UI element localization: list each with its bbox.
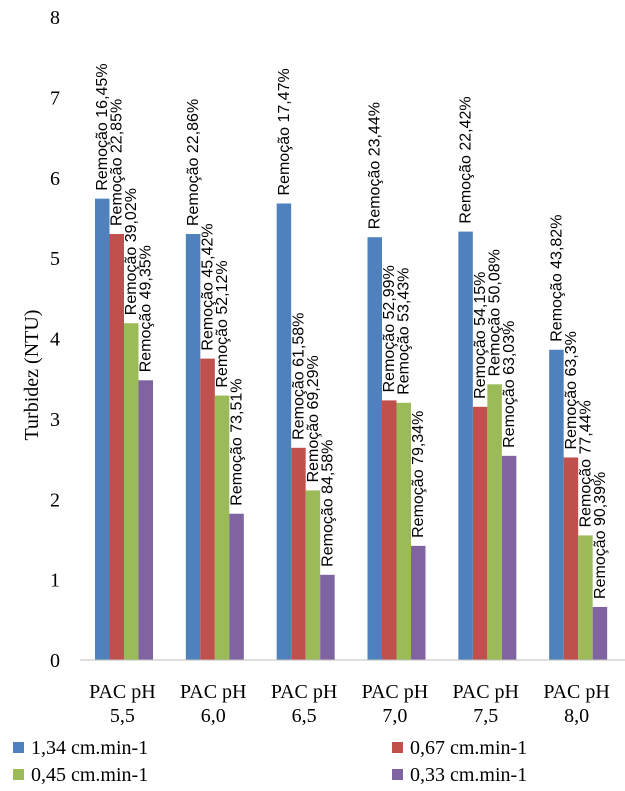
- data-label: Remoção 61,58%: [290, 313, 307, 440]
- bar: [200, 358, 215, 660]
- bar: [185, 234, 201, 660]
- bar: [411, 545, 426, 660]
- data-label: Remoção 63,3%: [563, 331, 580, 449]
- data-label: Remoção 49,35%: [138, 245, 155, 372]
- bar: [109, 234, 124, 660]
- bars: [95, 198, 608, 661]
- x-category-label: 6,0: [201, 705, 226, 727]
- legend-label: 1,34 cm.min-1: [31, 737, 148, 759]
- bar: [549, 349, 564, 660]
- bar: [276, 203, 292, 660]
- data-label: Remoção 39,02%: [123, 188, 140, 315]
- x-category-label: PAC pH: [180, 681, 247, 703]
- data-label: Remoção 22,86%: [185, 99, 202, 226]
- legend-label: 0,33 cm.min-1: [410, 764, 527, 786]
- data-label: Remoção 52,99%: [381, 265, 398, 392]
- bar: [305, 490, 321, 660]
- y-tick-label: 8: [50, 7, 60, 29]
- y-tick-label: 6: [50, 168, 60, 190]
- y-tick-label: 7: [50, 87, 60, 109]
- bar: [487, 384, 502, 660]
- legend-swatch: [392, 769, 403, 780]
- bar: [367, 237, 382, 661]
- bar: [320, 574, 335, 660]
- legend-swatch: [13, 742, 24, 753]
- y-tick-label: 2: [50, 489, 60, 511]
- bar: [592, 606, 608, 660]
- legend-swatch: [13, 769, 24, 780]
- bar: [95, 198, 110, 660]
- bar: [578, 535, 593, 660]
- x-category-label: PAC pH: [362, 681, 429, 703]
- x-category-label: 7,5: [473, 705, 498, 727]
- data-label: Remoção 63,03%: [501, 321, 518, 448]
- bar: [396, 402, 411, 660]
- y-tick-label: 0: [50, 650, 60, 672]
- x-category-label: 7,0: [382, 705, 407, 727]
- data-label: Remoção 90,39%: [592, 472, 609, 599]
- data-labels: Remoção 16,45% Remoção 22,86% Remoção 17,4…: [94, 63, 609, 598]
- legend-label: 0,45 cm.min-1: [31, 764, 148, 786]
- data-label: Remoção 43,82%: [548, 215, 565, 342]
- data-label: Remoção 73,51%: [229, 379, 246, 506]
- x-category-label: PAC pH: [271, 681, 338, 703]
- y-tick-label: 5: [50, 248, 60, 270]
- data-label: Remoção 22,42%: [458, 96, 475, 223]
- bar: [382, 400, 397, 660]
- legend-label: 0,67 cm.min-1: [410, 737, 527, 759]
- y-tick-label: 1: [50, 570, 60, 592]
- bar: [501, 455, 517, 660]
- bar: [214, 395, 230, 660]
- x-category-label: 6,5: [292, 705, 317, 727]
- y-axis-title: Turbidez (NTU): [21, 310, 43, 441]
- data-label: Remoção 84,58%: [319, 440, 336, 567]
- x-category-label: PAC pH: [452, 681, 519, 703]
- legend-swatch: [392, 742, 403, 753]
- x-category-label: PAC pH: [543, 681, 610, 703]
- legend: 1,34 cm.min-1 0,67 cm.min-1 0,45 cm.min-1 0…: [13, 737, 527, 786]
- y-tick-label: 4: [50, 329, 60, 351]
- data-label: Remoção 16,45%: [94, 63, 111, 190]
- bar: [124, 323, 139, 660]
- data-label: Remoção 50,08%: [487, 249, 504, 376]
- data-label: Remoção 69,29%: [305, 355, 322, 482]
- data-label: Remoção 77,44%: [577, 400, 594, 527]
- x-category-label: PAC pH: [89, 681, 156, 703]
- data-label: Remoção 22,85%: [109, 99, 126, 226]
- data-label: Remoção 54,15%: [472, 272, 489, 399]
- data-label: Remoção 45,42%: [200, 223, 217, 350]
- x-category-label: 8,0: [564, 705, 589, 727]
- data-label: Remoção 79,34%: [410, 411, 427, 538]
- bar: [138, 380, 153, 660]
- bar: [458, 231, 473, 660]
- bar: [472, 406, 488, 660]
- data-label: Remoção 17,47%: [276, 68, 293, 195]
- data-label: Remoção 52,12%: [214, 260, 231, 387]
- bar: [291, 447, 306, 660]
- bar: [563, 457, 579, 660]
- y-tick-label: 3: [50, 409, 60, 431]
- data-label: Remoção 53,43%: [396, 268, 413, 395]
- data-label: Remoção 23,44%: [367, 102, 384, 229]
- y-axis-ticks: 0 1 2 3 4 5 6 7 8: [50, 7, 60, 672]
- bar: [229, 513, 244, 660]
- x-category-label: 5,5: [110, 705, 135, 727]
